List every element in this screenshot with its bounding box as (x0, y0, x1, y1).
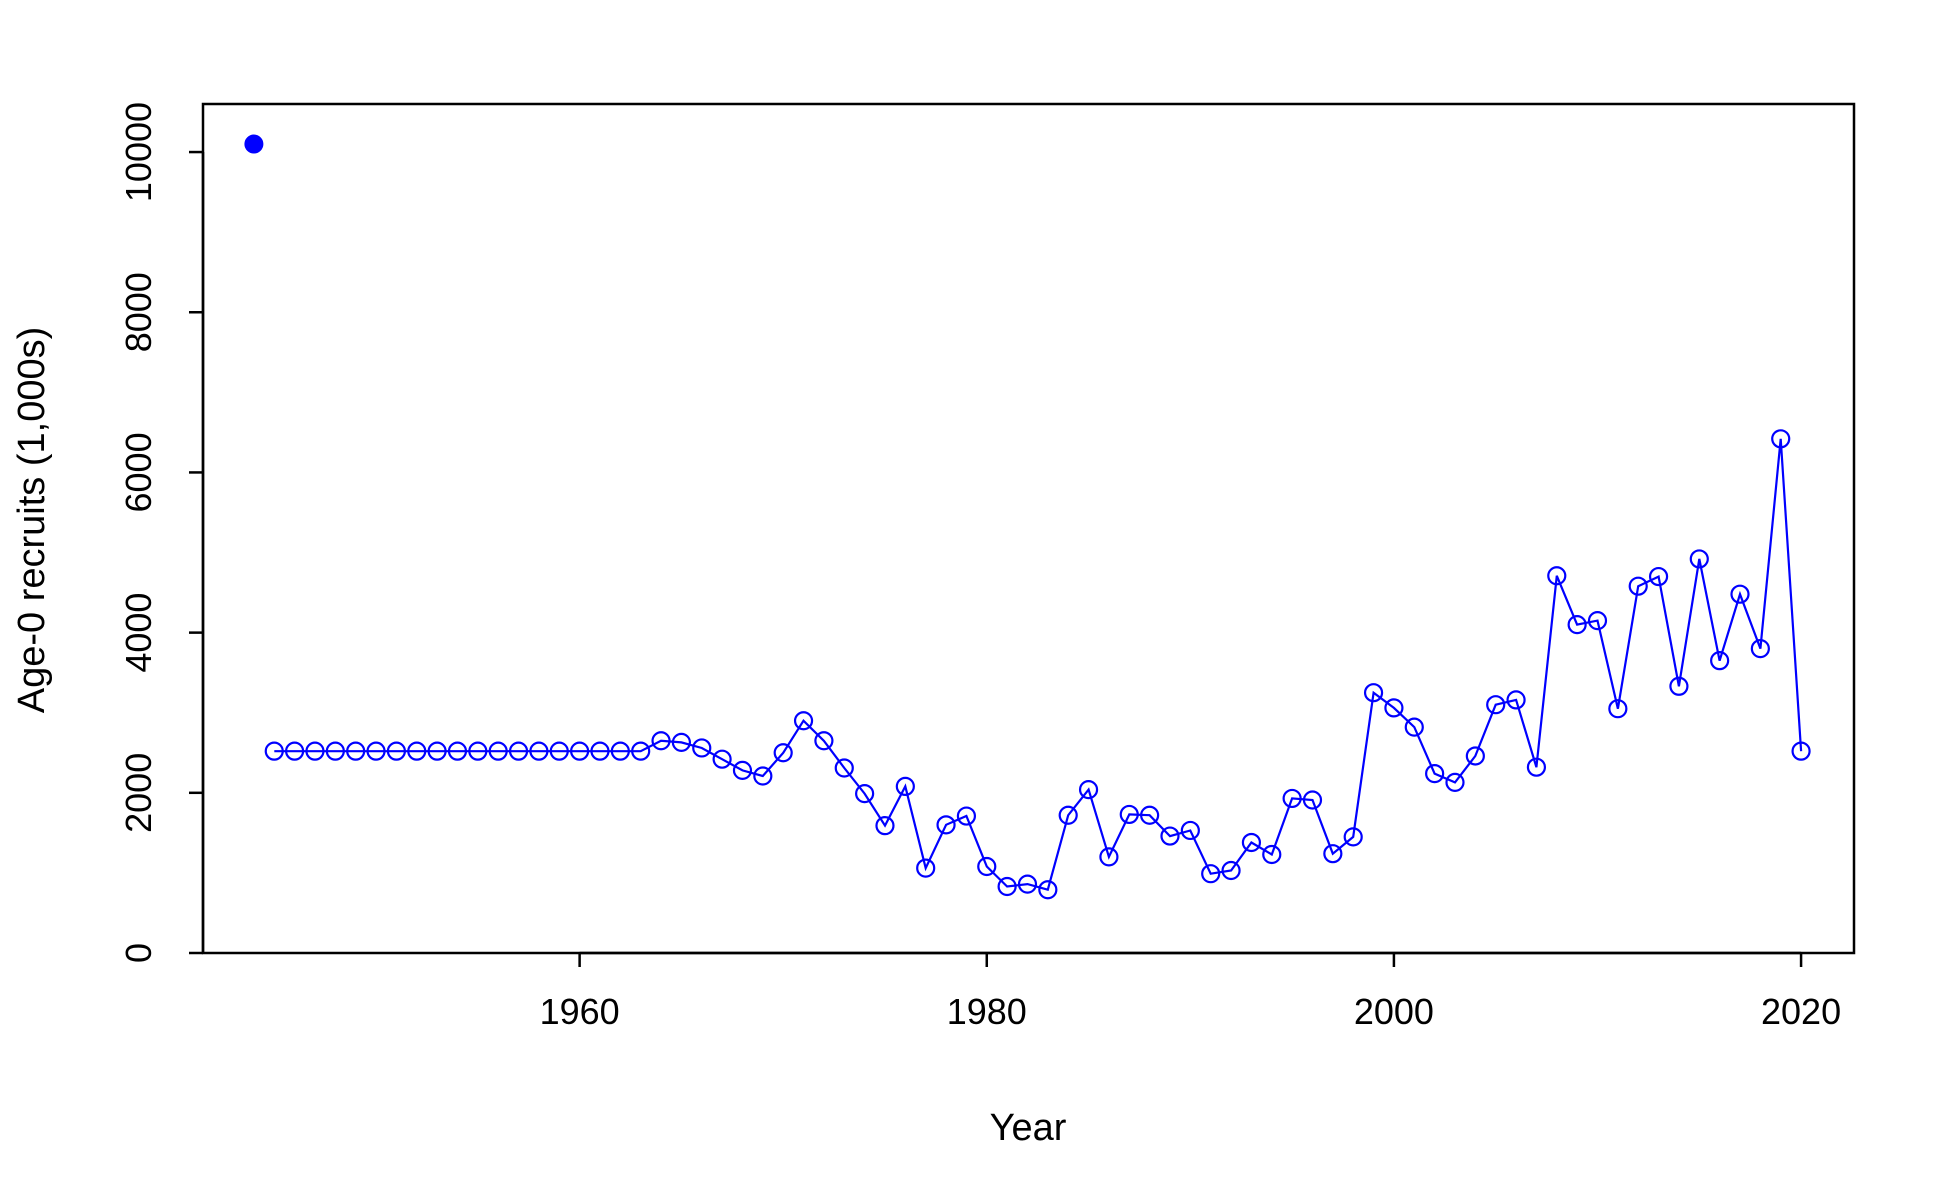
data-point (1730, 584, 1750, 604)
data-point (1404, 717, 1424, 737)
data-point (1160, 826, 1180, 846)
series-layer (244, 134, 1811, 900)
data-point (1445, 772, 1465, 792)
y-tick-label: 10000 (118, 102, 159, 202)
data-point (1608, 699, 1628, 719)
data-point (1058, 805, 1078, 825)
data-point (793, 711, 814, 731)
data-point (1587, 611, 1608, 631)
data-point (997, 876, 1017, 897)
data-point (712, 749, 732, 769)
data-point (1241, 832, 1262, 853)
data-point (1017, 874, 1038, 894)
data-point (1710, 651, 1730, 671)
data-point (753, 766, 773, 786)
data-point (1078, 780, 1099, 800)
data-point (1119, 804, 1139, 825)
data-point (488, 741, 508, 761)
data-point (1262, 844, 1282, 865)
data-point (834, 758, 854, 778)
data-point (1201, 864, 1221, 884)
data-point (671, 732, 692, 752)
data-point (244, 134, 264, 154)
data-point (1486, 695, 1506, 715)
data-point (1506, 690, 1526, 710)
data-point (1282, 788, 1302, 809)
x-axis: 1960 1980 2000 2020 (540, 951, 1841, 1032)
y-tick-label: 6000 (118, 432, 159, 512)
data-point (305, 741, 325, 761)
x-tick-label: 2000 (1354, 991, 1434, 1032)
data-point (1099, 847, 1119, 867)
data-point (1323, 844, 1343, 864)
data-point (1363, 683, 1384, 703)
data-point (447, 741, 468, 761)
data-point (773, 743, 793, 763)
data-point (346, 741, 366, 761)
data-point (1384, 698, 1404, 718)
x-tick-label: 2020 (1761, 991, 1841, 1032)
y-tick-label: 8000 (118, 272, 159, 352)
data-point (1425, 763, 1445, 784)
data-point (875, 816, 895, 836)
data-point (427, 741, 447, 761)
data-point (1302, 790, 1323, 810)
data-point (325, 741, 345, 761)
data-point (692, 738, 712, 758)
series-0 (264, 429, 1811, 900)
data-point (1140, 805, 1160, 825)
data-point (1771, 429, 1791, 449)
series-line (274, 438, 1803, 892)
data-point (1567, 615, 1587, 635)
data-point (1180, 820, 1200, 841)
data-point (590, 741, 610, 761)
data-point (386, 741, 406, 761)
data-point (407, 741, 427, 761)
data-point (855, 784, 875, 804)
series-1 (244, 134, 264, 154)
data-point (1547, 566, 1567, 586)
data-point (468, 741, 488, 761)
y-tick-label: 4000 (118, 593, 159, 673)
data-point (1465, 746, 1485, 766)
x-axis-title: Year (990, 1107, 1067, 1149)
data-point (631, 741, 651, 761)
data-point (651, 731, 671, 751)
data-point (529, 741, 549, 761)
data-point (916, 858, 936, 878)
data-point (264, 741, 284, 761)
x-tick-label: 1960 (540, 991, 620, 1032)
data-point (732, 760, 753, 780)
data-point (1038, 880, 1058, 900)
data-point (1750, 639, 1770, 659)
y-tick-label: 2000 (118, 753, 159, 833)
x-tick-label: 1980 (947, 991, 1027, 1032)
data-point (1648, 566, 1669, 587)
data-point (285, 741, 305, 761)
data-point (610, 741, 630, 761)
data-point (570, 741, 590, 761)
y-tick-label: 0 (118, 943, 159, 963)
data-point (1343, 827, 1363, 847)
data-point (977, 856, 997, 877)
y-axis: 0 2000 4000 6000 8000 10000 (118, 102, 205, 963)
y-axis-title: Age-0 recruits (1,000s) (11, 327, 53, 714)
data-point (895, 776, 915, 797)
data-point (1628, 576, 1648, 596)
data-point (936, 815, 956, 835)
data-point (956, 806, 977, 826)
data-point (1669, 676, 1689, 696)
data-point (1221, 860, 1241, 881)
data-point (1526, 757, 1547, 777)
data-point (366, 741, 386, 761)
data-point (1689, 549, 1709, 569)
data-point (508, 741, 529, 761)
data-point (814, 731, 834, 751)
data-point (549, 741, 569, 761)
data-point (1791, 741, 1811, 761)
